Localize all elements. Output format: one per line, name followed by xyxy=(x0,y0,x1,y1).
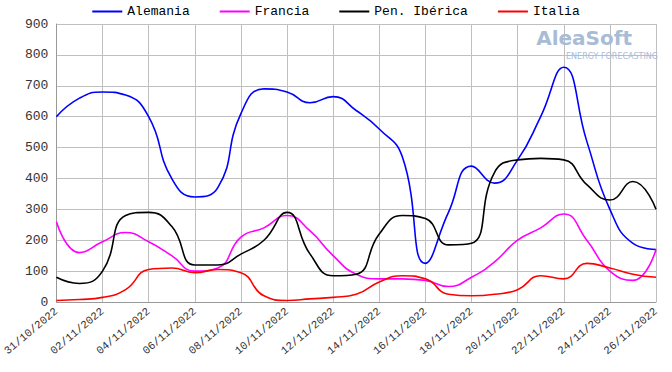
svg-text:31/10/2022: 31/10/2022 xyxy=(2,305,61,357)
svg-text:08/11/2022: 08/11/2022 xyxy=(186,305,245,357)
svg-text:700: 700 xyxy=(25,78,48,93)
svg-text:04/11/2022: 04/11/2022 xyxy=(94,305,153,357)
svg-text:ENERGY FORECASTING: ENERGY FORECASTING xyxy=(566,52,658,61)
svg-text:400: 400 xyxy=(25,171,48,186)
svg-text:AleaSoft: AleaSoft xyxy=(536,26,632,50)
svg-text:06/11/2022: 06/11/2022 xyxy=(140,305,199,357)
svg-text:Pen. Ibérica: Pen. Ibérica xyxy=(374,4,468,19)
svg-text:18/11/2022: 18/11/2022 xyxy=(417,305,476,357)
svg-text:24/11/2022: 24/11/2022 xyxy=(555,305,614,357)
svg-text:10/11/2022: 10/11/2022 xyxy=(232,305,291,357)
svg-text:14/11/2022: 14/11/2022 xyxy=(324,305,384,357)
svg-text:16/11/2022: 16/11/2022 xyxy=(371,305,430,357)
svg-text:Italia: Italia xyxy=(533,4,580,19)
svg-text:0: 0 xyxy=(41,295,49,310)
svg-text:500: 500 xyxy=(25,140,48,155)
svg-text:100: 100 xyxy=(25,264,48,279)
svg-text:12/11/2022: 12/11/2022 xyxy=(278,305,337,357)
svg-text:800: 800 xyxy=(25,47,48,62)
svg-text:26/11/2022: 26/11/2022 xyxy=(602,305,660,357)
svg-text:Francia: Francia xyxy=(255,4,310,19)
svg-text:20/11/2022: 20/11/2022 xyxy=(463,305,522,357)
svg-text:02/11/2022: 02/11/2022 xyxy=(48,305,107,357)
svg-text:600: 600 xyxy=(25,109,48,124)
svg-text:22/11/2022: 22/11/2022 xyxy=(509,305,568,357)
svg-text:300: 300 xyxy=(25,202,48,217)
svg-text:900: 900 xyxy=(25,17,48,32)
svg-text:Alemania: Alemania xyxy=(127,4,190,19)
svg-text:200: 200 xyxy=(25,233,48,248)
